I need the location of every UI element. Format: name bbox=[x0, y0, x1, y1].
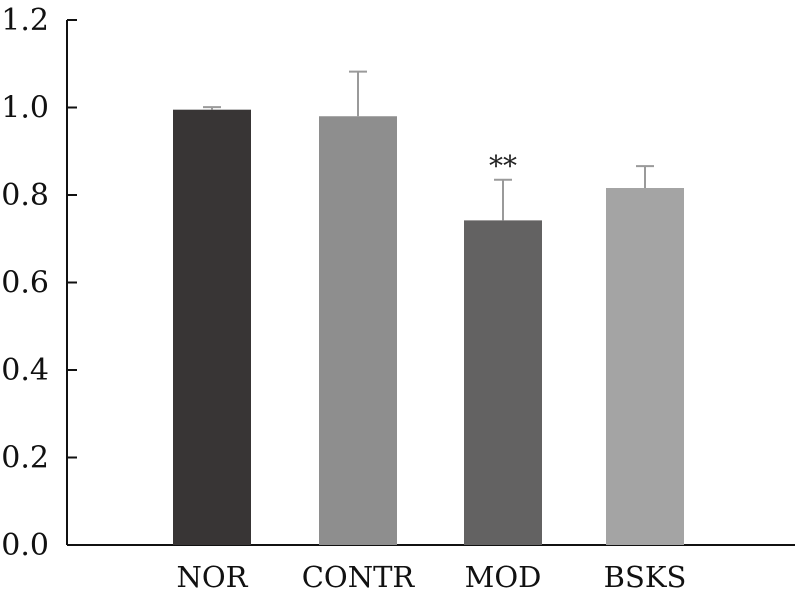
bar-bsks bbox=[606, 188, 684, 545]
y-axis: 0.0 0.2 0.4 0.6 0.8 1.0 1.2 bbox=[1, 3, 77, 563]
y-tick-label-5: 1.0 bbox=[1, 91, 49, 126]
significance-annotation: ** bbox=[489, 150, 517, 183]
y-tick-label-0: 0.0 bbox=[1, 528, 49, 563]
y-tick-label-4: 0.8 bbox=[1, 178, 49, 213]
x-tick-label-nor: NOR bbox=[177, 560, 249, 594]
x-tick-label-bsks: BSKS bbox=[604, 560, 687, 594]
bar-mod bbox=[464, 220, 542, 545]
x-tick-label-contr: CONTR bbox=[302, 560, 416, 594]
bar-nor bbox=[173, 109, 251, 545]
bars: ** bbox=[173, 70, 684, 545]
y-tick-label-6: 1.2 bbox=[1, 3, 49, 38]
x-axis: NOR CONTR MOD BSKS bbox=[67, 544, 795, 594]
y-tick-label-1: 0.2 bbox=[1, 441, 49, 476]
x-tick-label-mod: MOD bbox=[465, 560, 542, 594]
y-tick-label-3: 0.6 bbox=[1, 266, 49, 301]
y-tick-label-2: 0.4 bbox=[1, 353, 49, 388]
bar-contr bbox=[319, 116, 397, 545]
